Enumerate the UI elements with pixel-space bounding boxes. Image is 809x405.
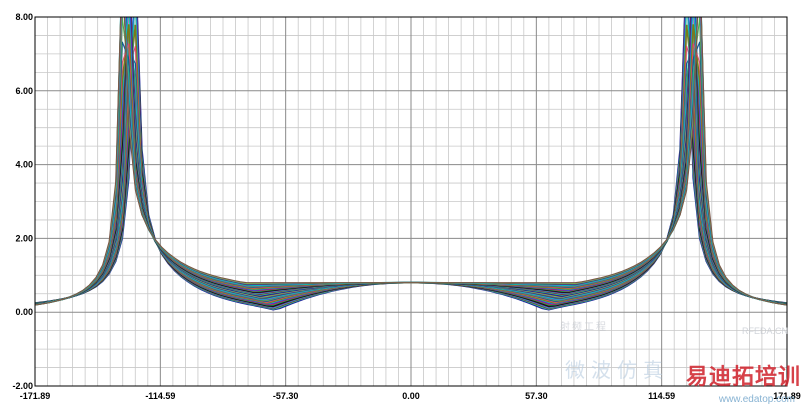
- watermark-logo: 易迪拓培训: [685, 365, 801, 390]
- tick-labels: 8.00 6.00 4.00 2.00 0.00 -2.00-171.89 -114.59 -…: [12, 12, 800, 401]
- x-tick-label: -114.59: [145, 391, 175, 401]
- x-tick-label: 171.89: [773, 391, 801, 401]
- x-tick-label: 0.00: [402, 391, 420, 401]
- y-tick-label: -2.00: [12, 381, 33, 391]
- watermark-small: 射频工程: [560, 322, 608, 333]
- y-tick-label: 4.00: [15, 160, 33, 170]
- grid: [34, 16, 788, 387]
- watermark-rfeda: RFEDA.CN: [742, 326, 789, 336]
- y-tick-label: 6.00: [15, 86, 33, 96]
- x-tick-label: 114.59: [648, 391, 675, 401]
- y-tick-label: 0.00: [15, 307, 33, 317]
- x-tick-label: 57.30: [525, 391, 548, 401]
- series-group: [35, 17, 787, 311]
- series-line-right: [411, 17, 787, 306]
- x-tick-label: -171.89: [20, 391, 51, 401]
- series-line-left: [35, 17, 411, 306]
- plot-frame: [34, 16, 788, 387]
- x-tick-label: -57.30: [273, 391, 299, 401]
- y-tick-label: 8.00: [15, 12, 33, 22]
- y-tick-label: 2.00: [15, 233, 33, 243]
- watermark-url: www.edatop.com: [718, 394, 795, 405]
- watermark-chinese: 微波仿真: [565, 358, 669, 382]
